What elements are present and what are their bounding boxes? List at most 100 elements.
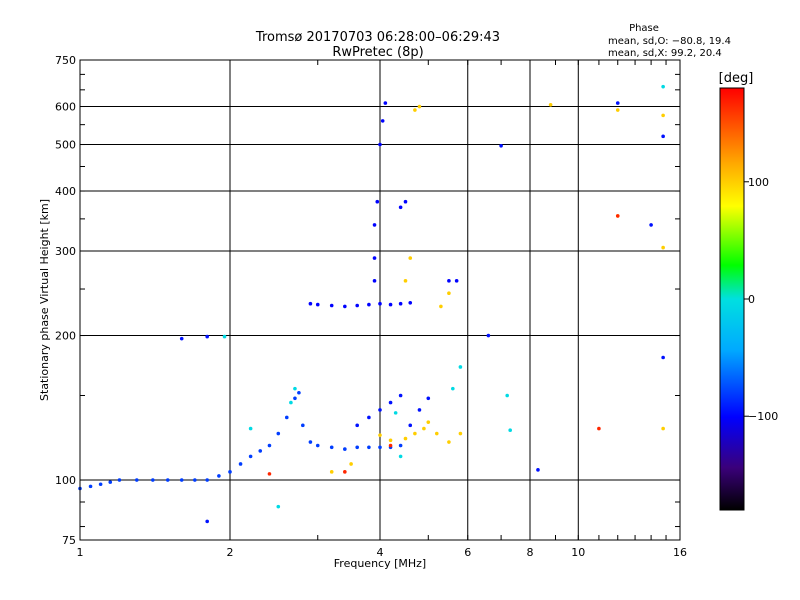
x-tick-label: 1 [77, 546, 84, 559]
data-point [276, 504, 281, 509]
data-point [548, 102, 553, 107]
data-point [343, 470, 347, 474]
data-point [228, 470, 232, 474]
data-point [426, 420, 431, 424]
data-point [134, 478, 139, 482]
data-point [367, 415, 371, 420]
y-axis-label: Stationary phase Virtual Height [km] [38, 199, 51, 401]
data-point [458, 365, 463, 369]
data-point [426, 396, 431, 401]
data-point [267, 472, 272, 476]
y-tick-label: 75 [62, 534, 76, 547]
data-point [661, 134, 665, 139]
x-axis: 1 2 4 6 8 10 16 [77, 60, 687, 559]
data-point [205, 519, 209, 524]
data-point [615, 101, 620, 105]
data-point [308, 440, 313, 444]
data-point [403, 279, 408, 283]
data-point [378, 433, 382, 437]
data-point [217, 474, 221, 478]
y-tick-label: 300 [55, 245, 76, 258]
data-point [367, 302, 371, 307]
data-point [378, 301, 382, 306]
data-point [289, 400, 293, 405]
data-point [661, 245, 665, 250]
y-tick-label: 600 [55, 101, 76, 114]
data-point [615, 108, 620, 112]
data-point [355, 445, 359, 450]
data-point [301, 423, 305, 428]
data-point [536, 468, 540, 472]
data-point [451, 386, 455, 391]
data-point [408, 256, 413, 260]
data-point [597, 426, 601, 431]
data-point [179, 478, 184, 482]
data-point [267, 443, 272, 448]
data-point [315, 443, 320, 448]
data-point [398, 454, 403, 459]
data-point [408, 423, 413, 428]
x-tick-label: 2 [227, 546, 234, 559]
data-point [505, 393, 509, 398]
data-point [372, 279, 377, 283]
data-point [258, 449, 263, 453]
data-point [508, 428, 512, 433]
data-point [434, 431, 439, 436]
data-point [380, 119, 385, 123]
data-point [355, 423, 359, 428]
data-point [378, 142, 382, 147]
data-point [222, 334, 227, 339]
data-point [179, 336, 184, 341]
data-point [454, 279, 459, 283]
data-point [413, 108, 417, 112]
data-points [78, 84, 665, 524]
data-point [661, 113, 665, 118]
data-point [661, 426, 665, 431]
data-point [398, 443, 403, 448]
data-point [315, 302, 320, 307]
x-tick-label: 6 [464, 546, 471, 559]
data-point [367, 445, 371, 450]
data-point [661, 355, 665, 360]
data-point [417, 408, 422, 412]
data-point [458, 431, 463, 436]
data-point [649, 223, 653, 227]
data-point [413, 431, 417, 436]
y-tick-label: 500 [55, 139, 76, 152]
colorbar-label: [deg] [719, 71, 754, 86]
x-tick-label: 8 [527, 546, 534, 559]
data-point [388, 302, 393, 307]
data-point [329, 445, 334, 450]
data-point [297, 390, 301, 395]
data-point [388, 438, 393, 443]
data-point [349, 462, 353, 466]
y-tick-label: 750 [55, 54, 76, 67]
colorbar-tick-label: 100 [748, 176, 769, 189]
data-point [408, 301, 413, 305]
y-tick-label: 400 [55, 185, 76, 198]
data-point [383, 101, 388, 105]
data-point [117, 478, 122, 482]
colorbar [719, 87, 745, 511]
phase-stats-o: mean, sd,O: −80.8, 19.4 [608, 36, 731, 47]
data-point [108, 480, 113, 484]
x-tick-label: 16 [673, 546, 687, 559]
x-tick-label: 4 [377, 546, 384, 559]
data-point [276, 431, 281, 436]
data-point [372, 223, 377, 227]
data-point [398, 205, 403, 210]
data-point [615, 214, 620, 218]
data-point [205, 334, 209, 339]
y-tick-label: 200 [55, 330, 76, 343]
data-point [355, 303, 359, 308]
data-point [98, 482, 103, 487]
data-point [88, 484, 93, 489]
data-point [372, 256, 377, 260]
x-axis-label: Frequency [MHz] [334, 557, 426, 570]
data-point [248, 454, 253, 459]
data-point [486, 333, 491, 338]
data-point [417, 104, 422, 109]
data-point [238, 462, 243, 466]
chart-subtitle: RwPretec (8p) [332, 45, 423, 60]
